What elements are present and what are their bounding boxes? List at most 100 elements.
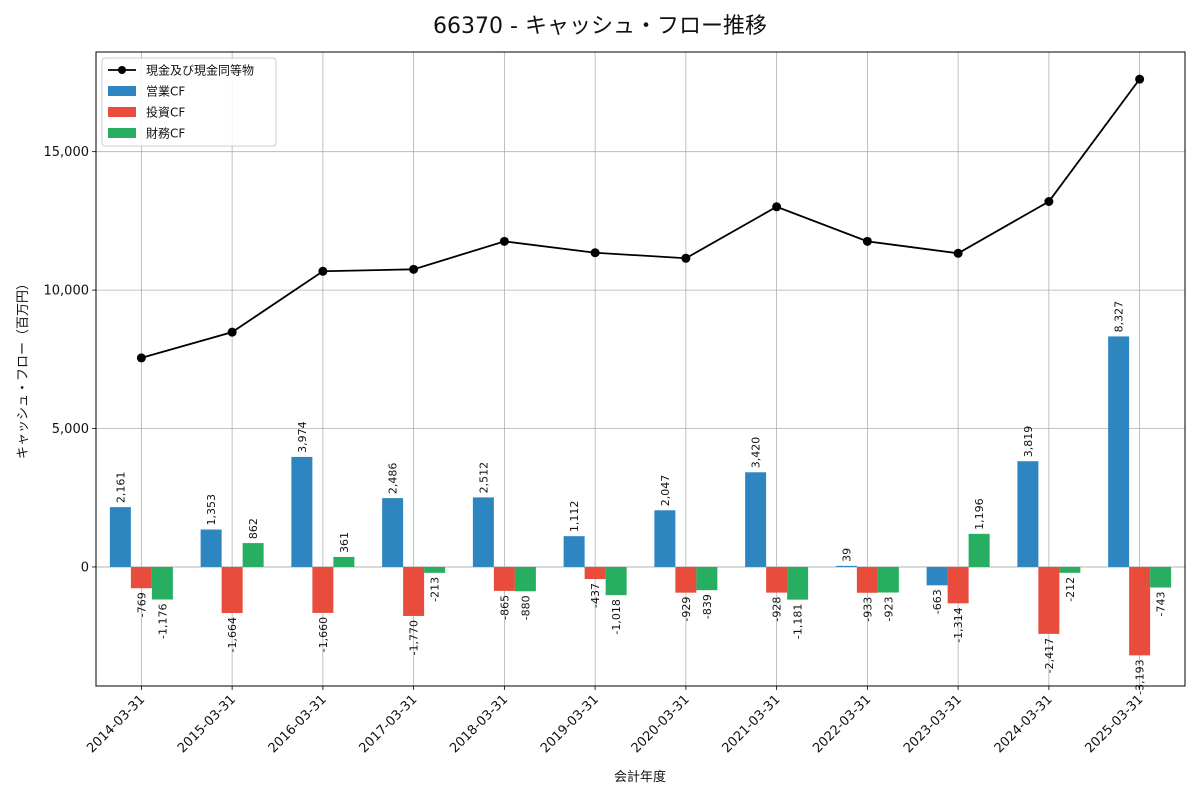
cash-point — [499, 236, 509, 246]
bar — [787, 566, 809, 600]
cash-point — [409, 264, 419, 274]
bar-data-label: -1,660 — [317, 617, 330, 652]
bar-data-label: -3,193 — [1134, 659, 1147, 694]
bar — [675, 566, 697, 593]
bar — [242, 543, 264, 567]
axes: 0 5,000 10,000 15,000 2014-03-31 2015-03-31 20… — [44, 51, 1186, 756]
bar — [424, 566, 446, 573]
x-axis-label: 会計年度 — [614, 769, 666, 785]
x-tick-label: 2018-03-31 — [447, 692, 511, 756]
bar-data-label: -929 — [680, 597, 693, 622]
legend-bar-marker — [108, 107, 136, 117]
bar-data-label: -880 — [519, 595, 532, 620]
x-tick-label: 2017-03-31 — [356, 692, 420, 756]
y-tick-label: 10,000 — [44, 284, 90, 299]
bar — [514, 566, 536, 592]
cash-point — [136, 353, 146, 363]
bar-data-label: -923 — [882, 597, 895, 622]
bar-data-label: 361 — [338, 532, 351, 553]
cash-line — [141, 78, 1141, 359]
bar — [654, 510, 676, 567]
bar — [221, 566, 243, 614]
bar — [605, 566, 627, 596]
bar — [856, 566, 878, 593]
cash-point — [772, 202, 782, 212]
bar — [1108, 336, 1130, 567]
bar — [696, 566, 718, 591]
bar-data-label: 39 — [840, 548, 853, 562]
bar — [200, 529, 222, 567]
cash-point — [862, 236, 872, 246]
bar — [584, 566, 606, 580]
x-tick-label: 2015-03-31 — [175, 692, 239, 756]
bar-data-label: 2,161 — [114, 472, 127, 504]
bar-data-label: -1,314 — [952, 607, 965, 642]
y-axis-label: キャッシュ・フロー（百万円） — [16, 277, 31, 459]
bar-data-label: 1,112 — [568, 501, 581, 533]
data-labels: 2,161 1,353 3,974 2,486 2,512 1,112 2,047 3,420… — [114, 301, 1167, 695]
bar-data-label: -839 — [701, 594, 714, 619]
bar-data-label: -1,181 — [792, 604, 805, 639]
legend-box — [101, 57, 277, 147]
bar — [151, 566, 173, 600]
bar — [766, 566, 788, 593]
bar-data-label: 2,512 — [477, 462, 490, 494]
bar-data-label: -743 — [1155, 592, 1168, 617]
legend-bar-marker — [108, 128, 136, 138]
y-tick-label: 5,000 — [52, 422, 89, 437]
bar — [1129, 566, 1151, 656]
cash-point — [953, 248, 963, 258]
bar — [312, 566, 334, 613]
bar — [493, 566, 515, 591]
x-tick-label: 2022-03-31 — [810, 692, 874, 756]
y-tick-label: 15,000 — [44, 145, 90, 160]
cash-point — [1044, 197, 1054, 207]
x-tick-label: 2014-03-31 — [84, 692, 148, 756]
x-tick-label: 2024-03-31 — [992, 692, 1056, 756]
bar-data-label: 8,327 — [1113, 301, 1126, 333]
bar-data-label: 1,353 — [205, 494, 218, 526]
bar-data-label: -769 — [135, 592, 148, 617]
x-tick-label: 2021-03-31 — [719, 692, 783, 756]
cash-point — [318, 266, 328, 276]
cash-point — [681, 253, 691, 263]
bar — [877, 566, 899, 593]
bar-data-label: -1,770 — [408, 620, 421, 655]
bar — [1038, 566, 1060, 634]
bar — [130, 566, 152, 589]
x-tick-label: 2019-03-31 — [538, 692, 602, 756]
bar — [1059, 566, 1081, 573]
bar-data-label: -663 — [931, 589, 944, 614]
legend-entry-label: 投資CF — [146, 105, 185, 120]
bar-data-label: 3,420 — [750, 437, 763, 469]
cash-point — [590, 248, 600, 258]
bar-data-label: 3,974 — [296, 421, 309, 453]
bar-data-label: -1,664 — [226, 617, 239, 652]
grid-lines — [96, 52, 1185, 686]
bar-data-label: 1,196 — [973, 498, 986, 530]
y-tick-label: 0 — [81, 560, 89, 575]
x-tick-label: 2016-03-31 — [266, 692, 330, 756]
bar — [382, 498, 404, 567]
chart-title: 66370 - キャッシュ・フロー推移 — [433, 14, 767, 39]
bar-data-label: 3,819 — [1022, 426, 1035, 458]
legend-bar-marker — [108, 86, 136, 96]
bar — [563, 536, 585, 567]
legend-entry-label: 財務CF — [146, 126, 185, 141]
line-series — [136, 74, 1145, 363]
bar-data-label: -2,417 — [1043, 638, 1056, 673]
bar-data-label: -865 — [498, 595, 511, 620]
bar — [403, 566, 425, 616]
bar — [472, 497, 494, 567]
bar-data-label: -1,018 — [610, 599, 623, 634]
bar-data-label: -212 — [1064, 577, 1077, 602]
bar-data-label: -928 — [771, 597, 784, 622]
bar-data-label: -1,176 — [156, 604, 169, 639]
bar-data-label: 2,047 — [659, 475, 672, 507]
bar-series — [109, 336, 1172, 656]
bar-data-label: -437 — [589, 583, 602, 608]
cash-point — [227, 327, 237, 337]
